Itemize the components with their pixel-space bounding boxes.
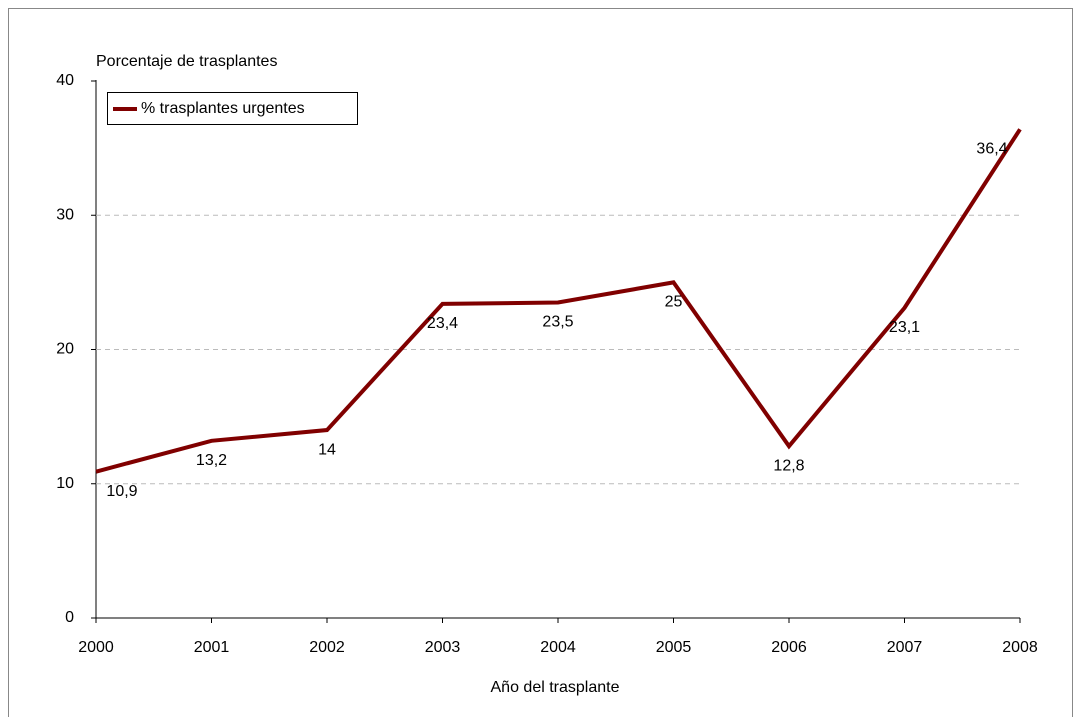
legend-box — [107, 92, 358, 125]
data-label: 14 — [318, 441, 336, 458]
y-tick-label: 30 — [56, 206, 74, 223]
line — [95, 128, 1022, 474]
data-label: 12,8 — [773, 457, 804, 474]
x-axis-label: Año del trasplante — [491, 679, 620, 696]
data-label: 23,1 — [889, 319, 920, 336]
x-tick-label: 2008 — [1002, 639, 1038, 656]
data-label: 25 — [665, 294, 683, 311]
data-label: 23,4 — [427, 315, 458, 332]
y-tick-label: 20 — [56, 341, 74, 358]
x-tick-label: 2001 — [194, 639, 230, 656]
y-tick-label: 40 — [56, 72, 74, 89]
y-tick-label: 0 — [65, 609, 74, 626]
y-tick-label: 10 — [56, 475, 74, 492]
legend-label: % trasplantes urgentes — [141, 100, 305, 117]
chart-title: Porcentaje de trasplantes — [96, 53, 277, 70]
data-label: 10,9 — [106, 483, 137, 500]
x-tick-label: 2007 — [887, 639, 923, 656]
x-tick-label: 2006 — [771, 639, 807, 656]
data-label: 13,2 — [196, 452, 227, 469]
x-tick-label: 2002 — [309, 639, 345, 656]
chart-frame — [8, 8, 1073, 722]
x-tick-label: 2005 — [656, 639, 692, 656]
data-label: 36,4 — [976, 141, 1007, 158]
x-tick-label: 2004 — [540, 639, 576, 656]
x-tick-label: 2003 — [425, 639, 461, 656]
data-label: 23,5 — [542, 314, 573, 331]
x-tick-label: 2000 — [78, 639, 114, 656]
